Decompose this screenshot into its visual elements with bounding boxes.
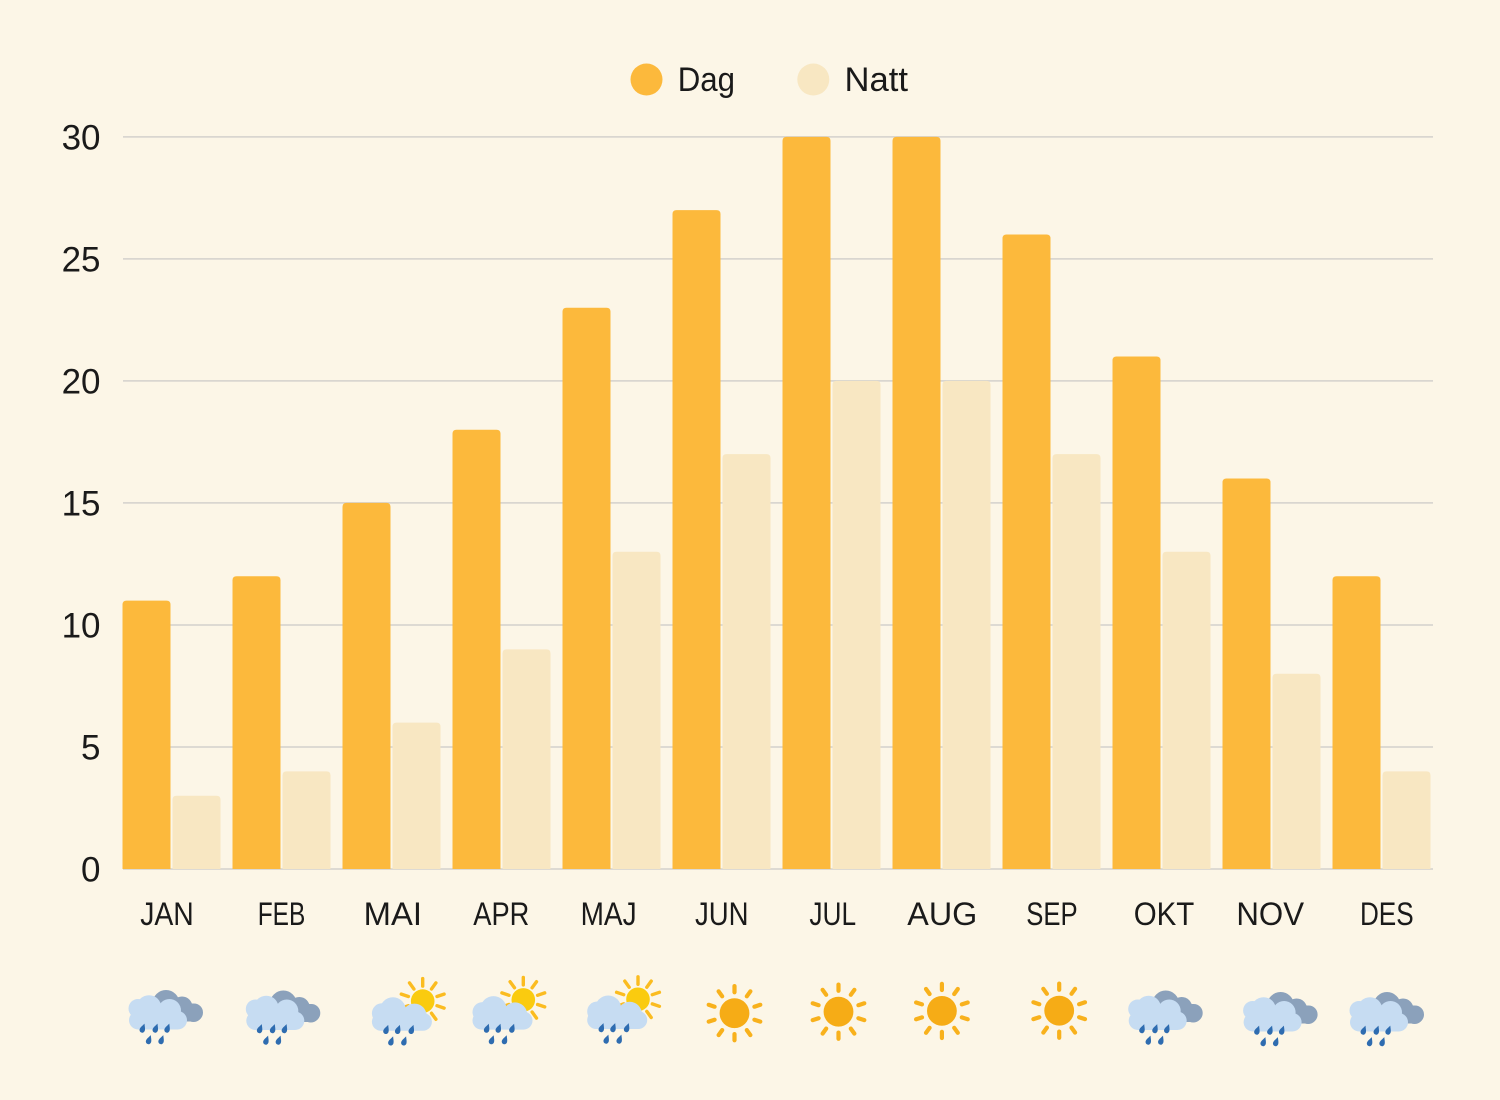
- svg-text:MAJ: MAJ: [581, 896, 637, 932]
- svg-text:25: 25: [62, 241, 101, 280]
- svg-text:15: 15: [62, 485, 101, 524]
- svg-text:20: 20: [62, 363, 101, 402]
- svg-text:JUN: JUN: [695, 896, 749, 932]
- svg-text:JAN: JAN: [140, 896, 194, 932]
- svg-text:AUG: AUG: [907, 896, 977, 932]
- svg-text:Natt: Natt: [845, 61, 909, 99]
- svg-text:5: 5: [81, 729, 100, 768]
- svg-text:Dag: Dag: [678, 61, 735, 99]
- svg-text:NOV: NOV: [1236, 896, 1304, 932]
- svg-text:OKT: OKT: [1134, 896, 1195, 932]
- svg-text:MAI: MAI: [364, 896, 422, 932]
- svg-text:SEP: SEP: [1026, 896, 1077, 932]
- svg-text:30: 30: [62, 119, 101, 158]
- svg-text:DES: DES: [1360, 896, 1414, 932]
- svg-text:10: 10: [62, 607, 101, 646]
- svg-text:0: 0: [81, 851, 100, 890]
- svg-text:FEB: FEB: [258, 896, 306, 932]
- svg-text:APR: APR: [473, 896, 529, 932]
- svg-text:JUL: JUL: [809, 896, 856, 932]
